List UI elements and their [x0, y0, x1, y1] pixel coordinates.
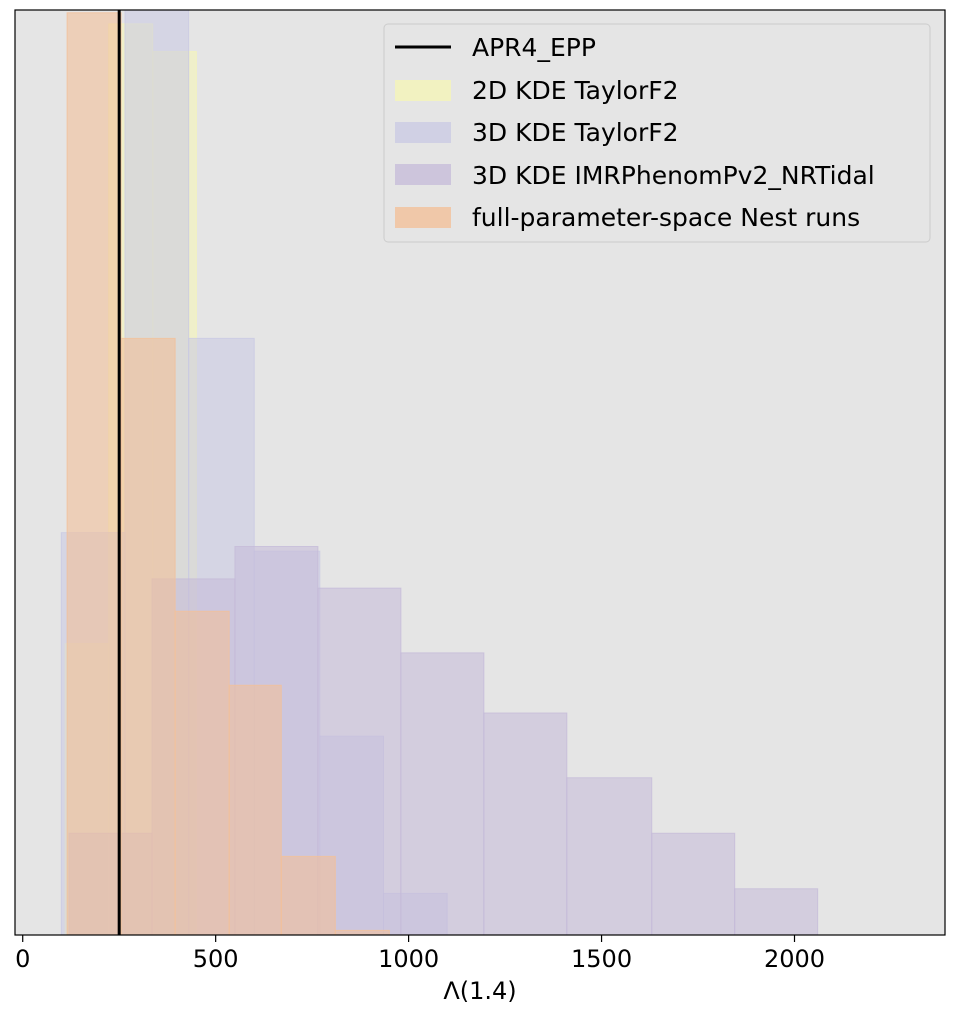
legend-label-apr4-epp: APR4_EPP	[472, 33, 596, 62]
x-tick-label: 1500	[571, 945, 632, 973]
x-tick-label: 0	[15, 945, 30, 973]
histogram-bars	[60, 9, 819, 936]
histogram-bar	[651, 832, 736, 936]
x-axis-ticks: 0 500 1000 1500 2000	[15, 935, 825, 973]
legend-swatch-2d-kde-taylorf2	[395, 80, 451, 101]
legend-swatch-nest-runs	[395, 207, 451, 228]
legend-swatch-3d-kde-imrphenom	[395, 164, 451, 185]
legend-swatch-3d-kde-taylorf2	[395, 122, 451, 143]
histogram-bar	[120, 337, 176, 936]
histogram-bar	[566, 777, 653, 936]
histogram-bar	[734, 888, 819, 936]
histogram-bar	[66, 12, 122, 936]
legend-label-nest-runs: full-parameter-space Nest runs	[472, 203, 860, 232]
legend-label-2d-kde-taylorf2: 2D KDE TaylorF2	[472, 76, 679, 105]
histogram-bar	[280, 855, 336, 936]
x-tick-label: 2000	[764, 945, 825, 973]
histogram-bar	[400, 652, 485, 936]
histogram-bar	[228, 684, 282, 936]
x-axis-label: Λ(1.4)	[443, 977, 516, 1005]
histogram-bar	[174, 610, 230, 936]
histogram-bar	[334, 929, 390, 936]
legend-label-3d-kde-imrphenom: 3D KDE IMRPhenomPv2_NRTidal	[472, 161, 875, 190]
x-tick-label: 1000	[378, 945, 439, 973]
histogram-bar	[483, 712, 568, 936]
legend: APR4_EPP 2D KDE TaylorF2 3D KDE TaylorF2…	[383, 23, 931, 243]
x-tick-label: 500	[193, 945, 239, 973]
legend-label-3d-kde-taylorf2: 3D KDE TaylorF2	[472, 118, 679, 147]
legend-box	[383, 23, 931, 243]
plot-area-frame	[14, 9, 946, 936]
